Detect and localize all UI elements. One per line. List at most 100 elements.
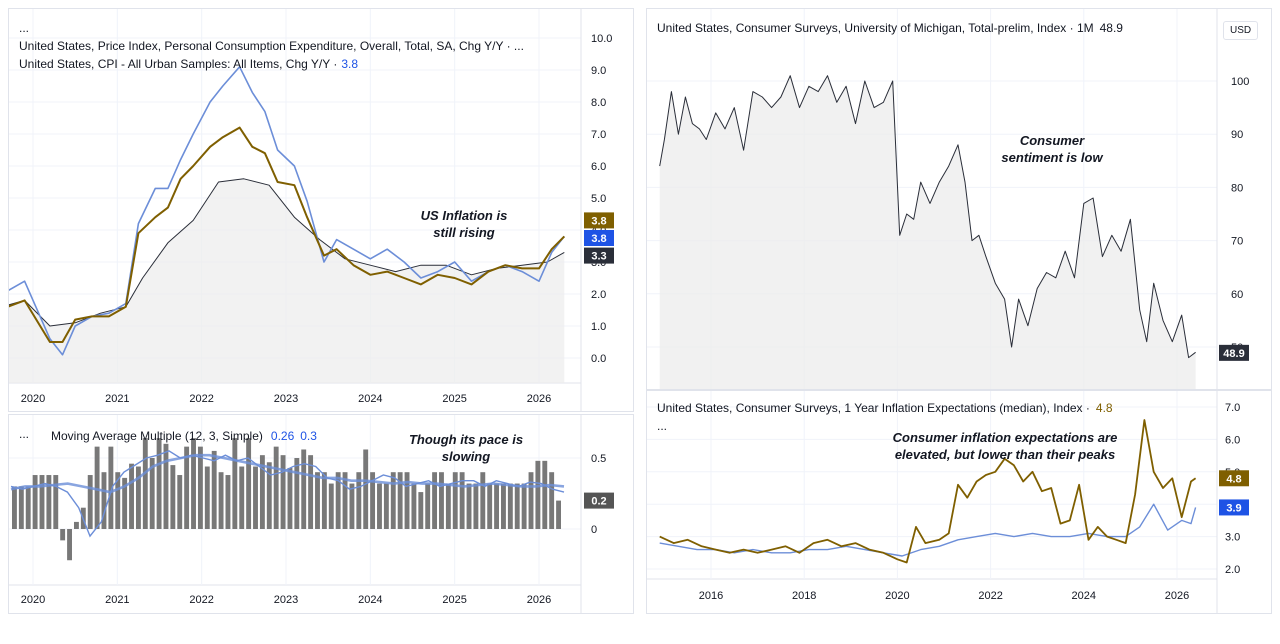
annotation-line: elevated, but lower than their peaks — [894, 447, 1116, 462]
y-tick-label: 5.0 — [591, 193, 606, 205]
histogram-bar — [397, 472, 403, 529]
panel-menu-dots[interactable]: ... — [657, 419, 668, 433]
value-badge: 48.9 — [1223, 348, 1244, 360]
y-tick-label: 6.0 — [1225, 434, 1240, 446]
ma-line — [10, 453, 565, 494]
histogram-bar — [135, 466, 141, 529]
value-badge-bg — [584, 247, 614, 264]
histogram-bar — [335, 472, 341, 529]
histogram-bar — [321, 472, 327, 529]
value-badge: 3.8 — [591, 233, 606, 245]
histogram-bar — [204, 466, 210, 529]
sentiment-area — [659, 75, 1196, 389]
y-tick-label: 60 — [1231, 289, 1243, 301]
y-tick-label: 0 — [591, 524, 597, 536]
histogram-bar — [218, 472, 224, 529]
pce-line — [9, 126, 566, 343]
ma-annotation: Though its pace is slowing — [391, 431, 541, 465]
histogram-bar — [404, 472, 410, 529]
x-tick-label: 2021 — [105, 594, 129, 606]
histogram-bar — [487, 483, 493, 529]
histogram-bar — [445, 483, 451, 529]
annotation-line: still rising — [433, 225, 495, 240]
annotation-line: US Inflation is — [420, 208, 508, 223]
histogram-bar — [301, 449, 307, 529]
x-tick-label: 2022 — [189, 594, 213, 606]
histogram-bar — [239, 466, 245, 529]
histogram-bar — [53, 475, 59, 529]
histogram-bar — [542, 460, 548, 529]
value-badge: 3.9 — [1226, 502, 1241, 514]
histogram-bar — [473, 483, 479, 529]
cpi-legend-value: 3.8 — [341, 57, 359, 71]
histogram-bar — [287, 467, 293, 529]
expectations-annotation: Consumer inflation expectations are eleva… — [885, 429, 1125, 463]
cpi-legend-label: United States, CPI - All Urban Samples: … — [19, 57, 338, 71]
inflation-annotation: US Inflation is still rising — [409, 207, 519, 241]
y-tick-label: 80 — [1231, 182, 1243, 194]
ma-multiple-panel: 2020 2021 2022 2023 2024 2025 2026 0 0.5 0.2 ... … — [8, 414, 634, 614]
x-tick-label: 2025 — [442, 594, 466, 606]
x-tick-label: 2024 — [358, 393, 382, 405]
histogram-bar — [549, 472, 555, 529]
y-tick-label: 2.0 — [591, 289, 606, 301]
histogram-bar — [383, 483, 389, 529]
expectations-legend-value: 4.8 — [1095, 401, 1113, 415]
histogram-bar — [25, 486, 31, 529]
histogram-bar — [432, 472, 438, 529]
panel-menu-dots[interactable]: ... — [19, 427, 30, 441]
histogram-bar — [129, 463, 134, 529]
histogram-bar — [273, 446, 279, 529]
ma-area — [9, 178, 565, 383]
y-tick-label: 3.0 — [1225, 532, 1240, 544]
y-tick-label: 90 — [1231, 129, 1243, 141]
histogram-bar — [259, 455, 265, 529]
panel-menu-dots[interactable]: ... — [19, 21, 30, 35]
histogram-bar — [149, 458, 155, 529]
inflation-chart: 20202021202220232024202520260.01.02.03.0… — [9, 9, 614, 411]
annotation-line: Consumer inflation expectations are — [892, 430, 1118, 445]
value-badge: 0.2 — [591, 496, 606, 508]
histogram-bar — [342, 472, 348, 529]
sentiment-legend[interactable]: United States, Consumer Surveys, Univers… — [657, 19, 1123, 37]
histogram-bar — [535, 460, 541, 529]
sentiment-chart: 506070809010048.9 — [647, 9, 1249, 389]
y-tick-label: 10.0 — [591, 33, 612, 45]
expectations-chart: 2016201820202022202420262.03.04.05.06.07… — [647, 391, 1249, 613]
y-tick-label: 70 — [1231, 236, 1243, 248]
currency-button[interactable]: USD — [1223, 21, 1259, 40]
x-tick-label: 2023 — [274, 594, 298, 606]
histogram-bar — [39, 475, 45, 529]
histogram-bar — [356, 472, 362, 529]
histogram-bar — [556, 500, 561, 529]
histogram-bar — [253, 466, 258, 529]
annotation-line: Though its pace is — [408, 432, 524, 447]
x-tick-label: 2022 — [189, 393, 213, 405]
ma-legend[interactable]: Moving Average Multiple (12, 3, Simple) 0… — [51, 427, 317, 445]
x-tick-label: 2024 — [1072, 590, 1096, 602]
pce-legend[interactable]: United States, Price Index, Personal Con… — [19, 37, 524, 55]
histogram-bar — [170, 465, 176, 529]
x-tick-label: 2016 — [699, 590, 723, 602]
expectations-legend[interactable]: United States, Consumer Surveys, 1 Year … — [657, 399, 1113, 417]
y-tick-label: 7.0 — [1225, 402, 1240, 414]
histogram-bar — [514, 483, 520, 529]
cpi-legend[interactable]: United States, CPI - All Urban Samples: … — [19, 55, 358, 73]
histogram-bar — [328, 483, 334, 529]
histogram-bar — [246, 438, 252, 529]
y-tick-label: 8.0 — [591, 97, 606, 109]
sentiment-annotation: Consumer sentiment is low — [987, 132, 1117, 166]
cpi-line — [9, 65, 565, 356]
x-tick-label: 2026 — [527, 594, 551, 606]
histogram-bar — [280, 455, 286, 529]
histogram-bar — [122, 477, 128, 529]
histogram-bar — [480, 472, 486, 529]
pce-legend-label: United States, Price Index, Personal Con… — [19, 39, 524, 53]
expectations-legend-label: United States, Consumer Surveys, 1 Year … — [657, 401, 1090, 415]
histogram-bar — [232, 438, 238, 529]
expectations-line — [659, 419, 1197, 564]
histogram-bar — [501, 483, 506, 529]
histogram-bar — [418, 492, 424, 529]
histogram-bar — [459, 472, 465, 529]
x-tick-label: 2020 — [21, 393, 45, 405]
